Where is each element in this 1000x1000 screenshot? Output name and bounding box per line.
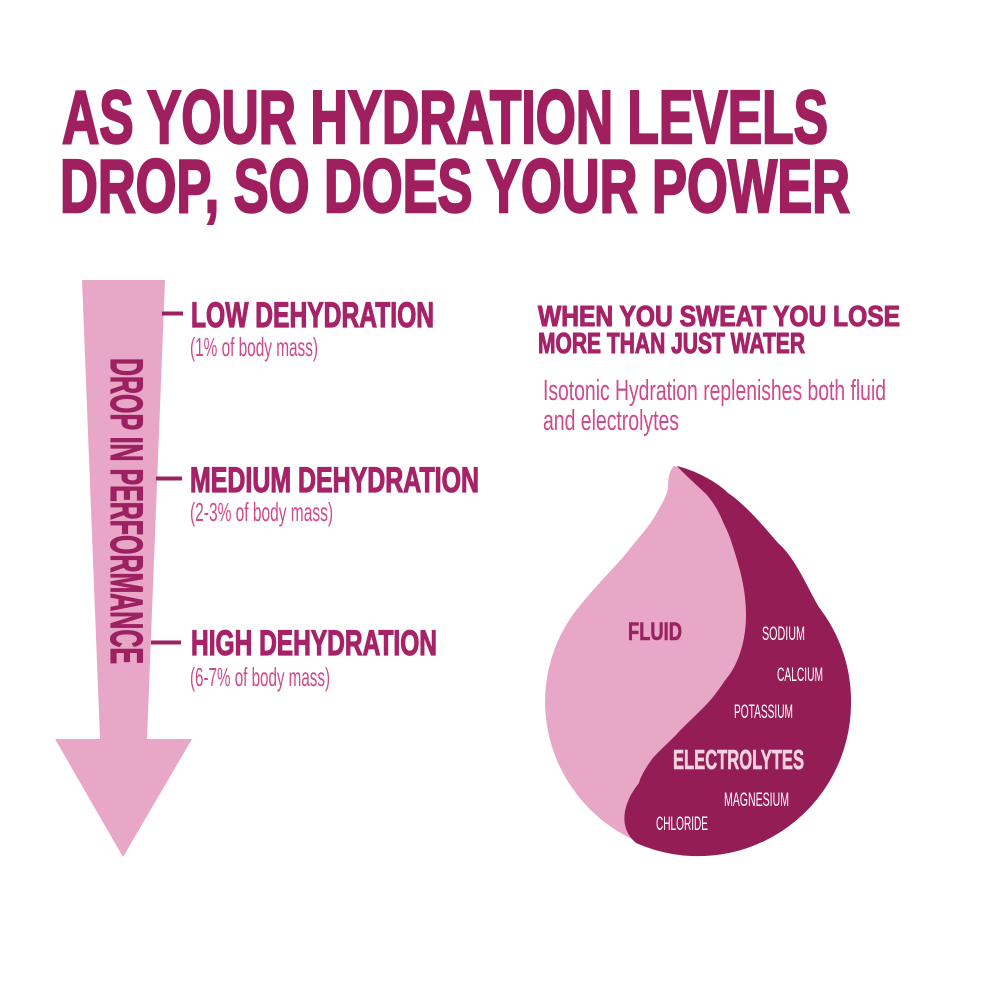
svg-text:AS YOUR HYDRATION LEVELS: AS YOUR HYDRATION LEVELS bbox=[62, 75, 828, 159]
svg-text:ELECTROLYTES: ELECTROLYTES bbox=[673, 744, 804, 775]
svg-text:WHEN YOU SWEAT YOU LOSE: WHEN YOU SWEAT YOU LOSE bbox=[538, 301, 900, 333]
svg-text:Isotonic Hydration replenishes: Isotonic Hydration replenishes both flui… bbox=[543, 375, 886, 407]
svg-text:MAGNESIUM: MAGNESIUM bbox=[724, 789, 789, 811]
svg-text:MORE THAN JUST WATER: MORE THAN JUST WATER bbox=[538, 328, 805, 360]
svg-text:(1% of body mass): (1% of body mass) bbox=[190, 332, 318, 362]
svg-text:SODIUM: SODIUM bbox=[762, 623, 805, 645]
svg-text:DROP IN PERFORMANCE: DROP IN PERFORMANCE bbox=[101, 358, 152, 664]
svg-text:(2-3% of body mass): (2-3% of body mass) bbox=[190, 497, 333, 527]
svg-text:DROP, SO DOES YOUR POWER: DROP, SO DOES YOUR POWER bbox=[60, 144, 850, 228]
svg-text:and electrolytes: and electrolytes bbox=[543, 405, 679, 437]
svg-text:MEDIUM DEHYDRATION: MEDIUM DEHYDRATION bbox=[190, 461, 479, 500]
svg-text:FLUID: FLUID bbox=[628, 618, 682, 646]
svg-text:LOW DEHYDRATION: LOW DEHYDRATION bbox=[191, 296, 434, 335]
svg-text:HIGH DEHYDRATION: HIGH DEHYDRATION bbox=[191, 624, 437, 663]
svg-text:CHLORIDE: CHLORIDE bbox=[656, 813, 708, 835]
svg-text:POTASSIUM: POTASSIUM bbox=[734, 701, 793, 723]
svg-text:CALCIUM: CALCIUM bbox=[777, 664, 823, 686]
svg-text:(6-7% of body mass): (6-7% of body mass) bbox=[190, 662, 330, 692]
